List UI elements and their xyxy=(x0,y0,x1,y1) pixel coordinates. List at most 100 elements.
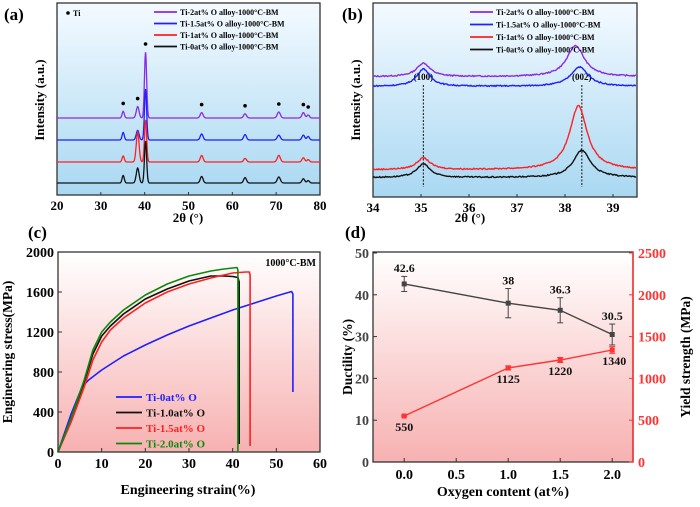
x-tick-label: 60 xyxy=(226,198,239,213)
x-tick-label: 34 xyxy=(367,200,381,215)
legend-label: Ti-1at% O alloy-1000°C-BM xyxy=(496,33,595,42)
x-axis-label-c: Engineering strain(%) xyxy=(121,483,256,498)
panel-label-c: (c) xyxy=(28,223,47,242)
data-label: 30.5 xyxy=(602,309,623,323)
y-tick-label: 400 xyxy=(33,406,54,421)
y-tick-label-right: 2000 xyxy=(638,289,666,304)
x-tick-label: 1.5 xyxy=(551,468,569,483)
legend-label: Ti-2at% O alloy-1000°C-BM xyxy=(180,8,279,17)
data-point xyxy=(557,357,563,363)
x-tick-label: 0 xyxy=(55,457,62,472)
legend-label: Ti-0at% O alloy-1000°C-BM xyxy=(180,43,279,52)
ti-peak-marker xyxy=(121,101,125,106)
x-tick-label: 2.0 xyxy=(603,468,621,483)
y-tick-label: 0 xyxy=(362,456,369,471)
series-group-c xyxy=(57,266,294,453)
ti-marker-legend-icon xyxy=(66,11,70,15)
ti-peak-marker xyxy=(276,102,281,106)
x-tick-label: 39 xyxy=(607,200,621,215)
data-point xyxy=(401,413,407,419)
x-tick-label: 70 xyxy=(270,198,283,213)
x-ticks-b: 34 35 36 37 38 39 xyxy=(367,194,621,215)
x-tick-label: 0.0 xyxy=(395,468,413,483)
data-point xyxy=(505,300,511,306)
data-point xyxy=(609,332,615,338)
series-line-ti-1-5at-o-alloy-1000-c-bm xyxy=(57,89,320,141)
series-line-ti-1-5at-o-alloy-1000-c-bm xyxy=(372,65,636,88)
series-line-ti-1at-o-alloy-1000-c-bm xyxy=(57,119,320,163)
series-group-a xyxy=(57,42,320,184)
x-axis-label-b: 2θ (°) xyxy=(455,210,485,225)
ticks-c: 0 10 20 30 40 50 60 0 400 800 1200 1600 2000 xyxy=(26,246,327,472)
x-tick-label: 50 xyxy=(269,457,283,472)
y-tick-label: 1600 xyxy=(26,286,54,301)
y-tick-label: 40 xyxy=(355,289,369,304)
ti-marker-legend-label: Ti xyxy=(73,9,81,18)
y-tick-label: 20 xyxy=(355,372,369,387)
legend-b: Ti-2at% O alloy-1000°C-BM Ti-1.5at% O all… xyxy=(470,8,601,55)
legend-c: Ti-0at% O Ti-1.0at% O Ti-1.5at% O Ti-2.0at%… xyxy=(116,392,206,451)
y-axis-label-a: Intensity (a.u.) xyxy=(32,59,47,140)
y-tick-label: 0 xyxy=(47,446,54,461)
legend-label: Ti-1.5at% O alloy-1000°C-BM xyxy=(180,20,285,29)
series-line-ti-1at-o-alloy-1000-c-bm xyxy=(372,104,637,171)
data-point xyxy=(505,365,511,371)
x-tick-label: 50 xyxy=(182,198,195,213)
data-label: 36.3 xyxy=(550,283,571,297)
series-group-d: 42.6 38 36.3 30.5 550 1125 1220 1340 xyxy=(394,261,627,434)
x-tick-label: 40 xyxy=(138,198,151,213)
y-tick-label-right: 1000 xyxy=(638,372,666,387)
data-point xyxy=(401,281,407,287)
legend-label: Ti-2.0at% O xyxy=(146,439,206,451)
data-label: 1220 xyxy=(548,364,572,378)
ti-peak-marker xyxy=(306,105,310,109)
y-axis-label-b: Intensity (a.u.) xyxy=(348,59,363,140)
data-label: 42.6 xyxy=(394,261,415,275)
x-tick-label: 40 xyxy=(226,457,240,472)
ti-peak-marker xyxy=(135,96,140,101)
series-line-ti-2at-o-alloy-1000-c-bm xyxy=(57,52,320,119)
plot-area-d xyxy=(372,251,634,463)
peak-annotation: (100) xyxy=(414,72,434,82)
y-tick-label-right: 500 xyxy=(638,414,659,429)
legend-label: Ti-1at% O alloy-1000°C-BM xyxy=(180,31,279,40)
x-tick-label: 1.0 xyxy=(499,468,517,483)
y-tick-label: 10 xyxy=(355,414,369,429)
x-tick-label: 38 xyxy=(559,200,573,215)
panel-c: 0 10 20 30 40 50 60 0 400 800 1200 1600 2000 (c) Eng… xyxy=(0,223,327,498)
x-tick-label: 0.5 xyxy=(447,468,465,483)
y-tick-label: 1200 xyxy=(26,326,54,341)
ticks-d: 0.0 0.5 1.0 1.5 2.00102030405005001000150020… xyxy=(355,247,666,483)
data-point xyxy=(557,307,563,313)
plot-area-c xyxy=(57,251,321,453)
x-tick-label: 36 xyxy=(463,200,477,215)
y-axis-label-c: Engineering stress(MPa) xyxy=(0,281,15,424)
x-tick-label: 30 xyxy=(182,457,196,472)
annotation-1000c-bm: 1000°C-BM xyxy=(265,258,316,269)
series-line-yield-strength xyxy=(403,349,613,417)
data-point xyxy=(609,347,615,353)
series-line-ti-0at-o-alloy-1000-c-bm xyxy=(57,140,320,184)
panel-d: 42.6 38 36.3 30.5 550 1125 1220 1340 0.0 0.5 1.0 1… xyxy=(340,223,693,500)
y-axis-label-right-d: Yield strength (MPa) xyxy=(678,296,693,417)
ti-peak-marker xyxy=(199,102,204,107)
legend-a: Ti-2at% O alloy-1000°C-BM Ti-1.5at% O all… xyxy=(154,8,285,52)
legend-label: Ti-0at% O xyxy=(146,392,197,404)
y-tick-label: 2000 xyxy=(26,246,54,261)
x-ticks-a: 20 30 40 50 60 70 80 xyxy=(51,192,327,213)
ti-peak-marker xyxy=(143,42,148,46)
data-label: 38 xyxy=(502,274,514,288)
data-label: 1125 xyxy=(497,372,520,386)
x-tick-label: 35 xyxy=(415,200,429,215)
y-tick-label: 50 xyxy=(355,247,369,262)
x-axis-label-d: Oxygen content (at%) xyxy=(437,485,570,500)
data-label: 1340 xyxy=(602,354,626,368)
y-axis-label-d: Ductility (%) xyxy=(340,319,355,395)
legend-label: Ti-1.5at% O alloy-1000°C-BM xyxy=(496,21,601,30)
x-tick-label: 30 xyxy=(94,198,107,213)
panel-a: 20 30 40 50 60 70 80 (a) Intensity (a.u.) 2θ (… xyxy=(4,2,327,225)
x-axis-label-a: 2θ (°) xyxy=(173,210,203,225)
y-tick-label: 30 xyxy=(355,331,369,346)
series-line-ti-2-0at-o xyxy=(57,266,239,453)
